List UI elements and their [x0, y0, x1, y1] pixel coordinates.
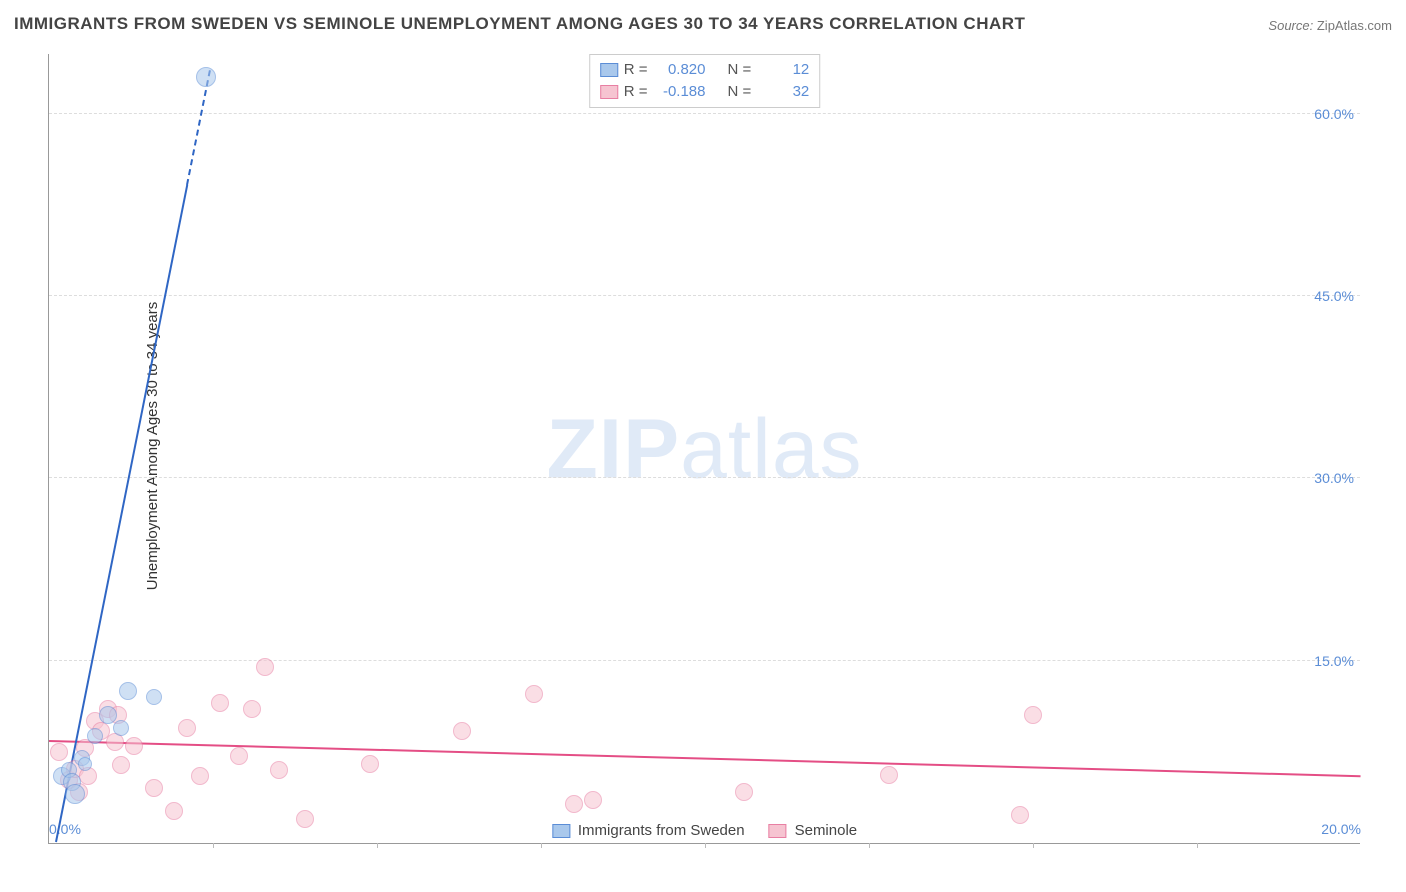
data-point: [78, 757, 92, 771]
n-label: N =: [728, 59, 752, 81]
gridline: [49, 477, 1360, 478]
y-tick-label: 45.0%: [1314, 288, 1354, 304]
gridline: [49, 660, 1360, 661]
x-tick-label: 0.0%: [49, 821, 81, 837]
data-point: [191, 767, 209, 785]
y-tick-label: 60.0%: [1314, 106, 1354, 122]
data-point: [50, 743, 68, 761]
legend-item-pink: Seminole: [769, 822, 858, 839]
y-tick-label: 15.0%: [1314, 653, 1354, 669]
data-point: [113, 720, 129, 736]
swatch-pink: [769, 824, 787, 838]
data-point: [735, 783, 753, 801]
data-point: [165, 802, 183, 820]
x-tick-label: 20.0%: [1321, 821, 1361, 837]
data-point: [256, 658, 274, 676]
source-value: ZipAtlas.com: [1317, 18, 1392, 33]
data-point: [453, 722, 471, 740]
x-tick: [377, 843, 378, 848]
data-point: [196, 67, 216, 87]
r-label: R =: [624, 59, 648, 81]
legend-row-pink: R = -0.188 N = 32: [600, 81, 810, 103]
plot-area: ZIPatlas R = 0.820 N = 12 R = -0.188 N =…: [48, 54, 1360, 844]
legend-item-blue: Immigrants from Sweden: [552, 822, 745, 839]
x-tick: [541, 843, 542, 848]
n-label: N =: [728, 81, 752, 103]
data-point: [880, 766, 898, 784]
x-tick: [1197, 843, 1198, 848]
x-tick: [1033, 843, 1034, 848]
watermark-rest: atlas: [680, 401, 862, 495]
data-point: [1011, 806, 1029, 824]
data-point: [243, 700, 261, 718]
y-tick-label: 30.0%: [1314, 470, 1354, 486]
data-point: [125, 737, 143, 755]
gridline: [49, 295, 1360, 296]
n-value-pink: 32: [757, 81, 809, 103]
gridline: [49, 113, 1360, 114]
data-point: [230, 747, 248, 765]
source-attribution: Source: ZipAtlas.com: [1268, 18, 1392, 33]
data-point: [211, 694, 229, 712]
x-tick: [705, 843, 706, 848]
x-tick: [869, 843, 870, 848]
swatch-blue: [552, 824, 570, 838]
data-point: [145, 779, 163, 797]
data-point: [119, 682, 137, 700]
trend-line: [186, 70, 211, 185]
swatch-blue: [600, 63, 618, 77]
series-name-pink: Seminole: [795, 822, 858, 839]
correlation-legend: R = 0.820 N = 12 R = -0.188 N = 32: [589, 54, 821, 108]
watermark: ZIPatlas: [546, 400, 862, 497]
data-point: [584, 791, 602, 809]
source-label: Source:: [1268, 18, 1313, 33]
chart-container: IMMIGRANTS FROM SWEDEN VS SEMINOLE UNEMP…: [0, 0, 1406, 892]
legend-row-blue: R = 0.820 N = 12: [600, 59, 810, 81]
r-label: R =: [624, 81, 648, 103]
data-point: [270, 761, 288, 779]
r-value-blue: 0.820: [654, 59, 706, 81]
series-name-blue: Immigrants from Sweden: [578, 822, 745, 839]
data-point: [178, 719, 196, 737]
data-point: [565, 795, 583, 813]
data-point: [1024, 706, 1042, 724]
r-value-pink: -0.188: [654, 81, 706, 103]
data-point: [65, 784, 85, 804]
data-point: [87, 728, 103, 744]
n-value-blue: 12: [757, 59, 809, 81]
series-legend: Immigrants from Sweden Seminole: [552, 822, 857, 839]
watermark-bold: ZIP: [546, 401, 680, 495]
data-point: [525, 685, 543, 703]
swatch-pink: [600, 85, 618, 99]
x-tick: [213, 843, 214, 848]
data-point: [296, 810, 314, 828]
data-point: [361, 755, 379, 773]
data-point: [106, 733, 124, 751]
data-point: [112, 756, 130, 774]
data-point: [146, 689, 162, 705]
chart-title: IMMIGRANTS FROM SWEDEN VS SEMINOLE UNEMP…: [14, 14, 1025, 34]
